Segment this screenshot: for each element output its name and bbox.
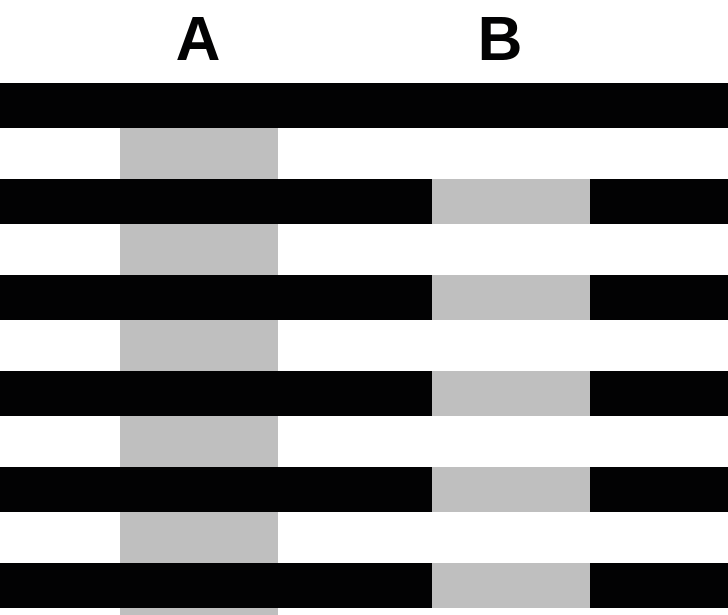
- black-stripe-5: [0, 563, 728, 608]
- black-stripe-3: [0, 371, 728, 416]
- grey-segment-b-1: [432, 275, 590, 320]
- black-stripe-4: [0, 467, 728, 512]
- label-a: A: [176, 4, 221, 75]
- black-stripe-2: [0, 275, 728, 320]
- grey-segment-b-0: [432, 179, 590, 224]
- grey-segment-b-2: [432, 371, 590, 416]
- label-b: B: [478, 4, 523, 75]
- grey-segment-b-3: [432, 467, 590, 512]
- illusion-stage: A B: [0, 0, 728, 615]
- grey-segment-b-4: [432, 563, 590, 608]
- black-stripe-1: [0, 179, 728, 224]
- black-stripe-0: [0, 83, 728, 128]
